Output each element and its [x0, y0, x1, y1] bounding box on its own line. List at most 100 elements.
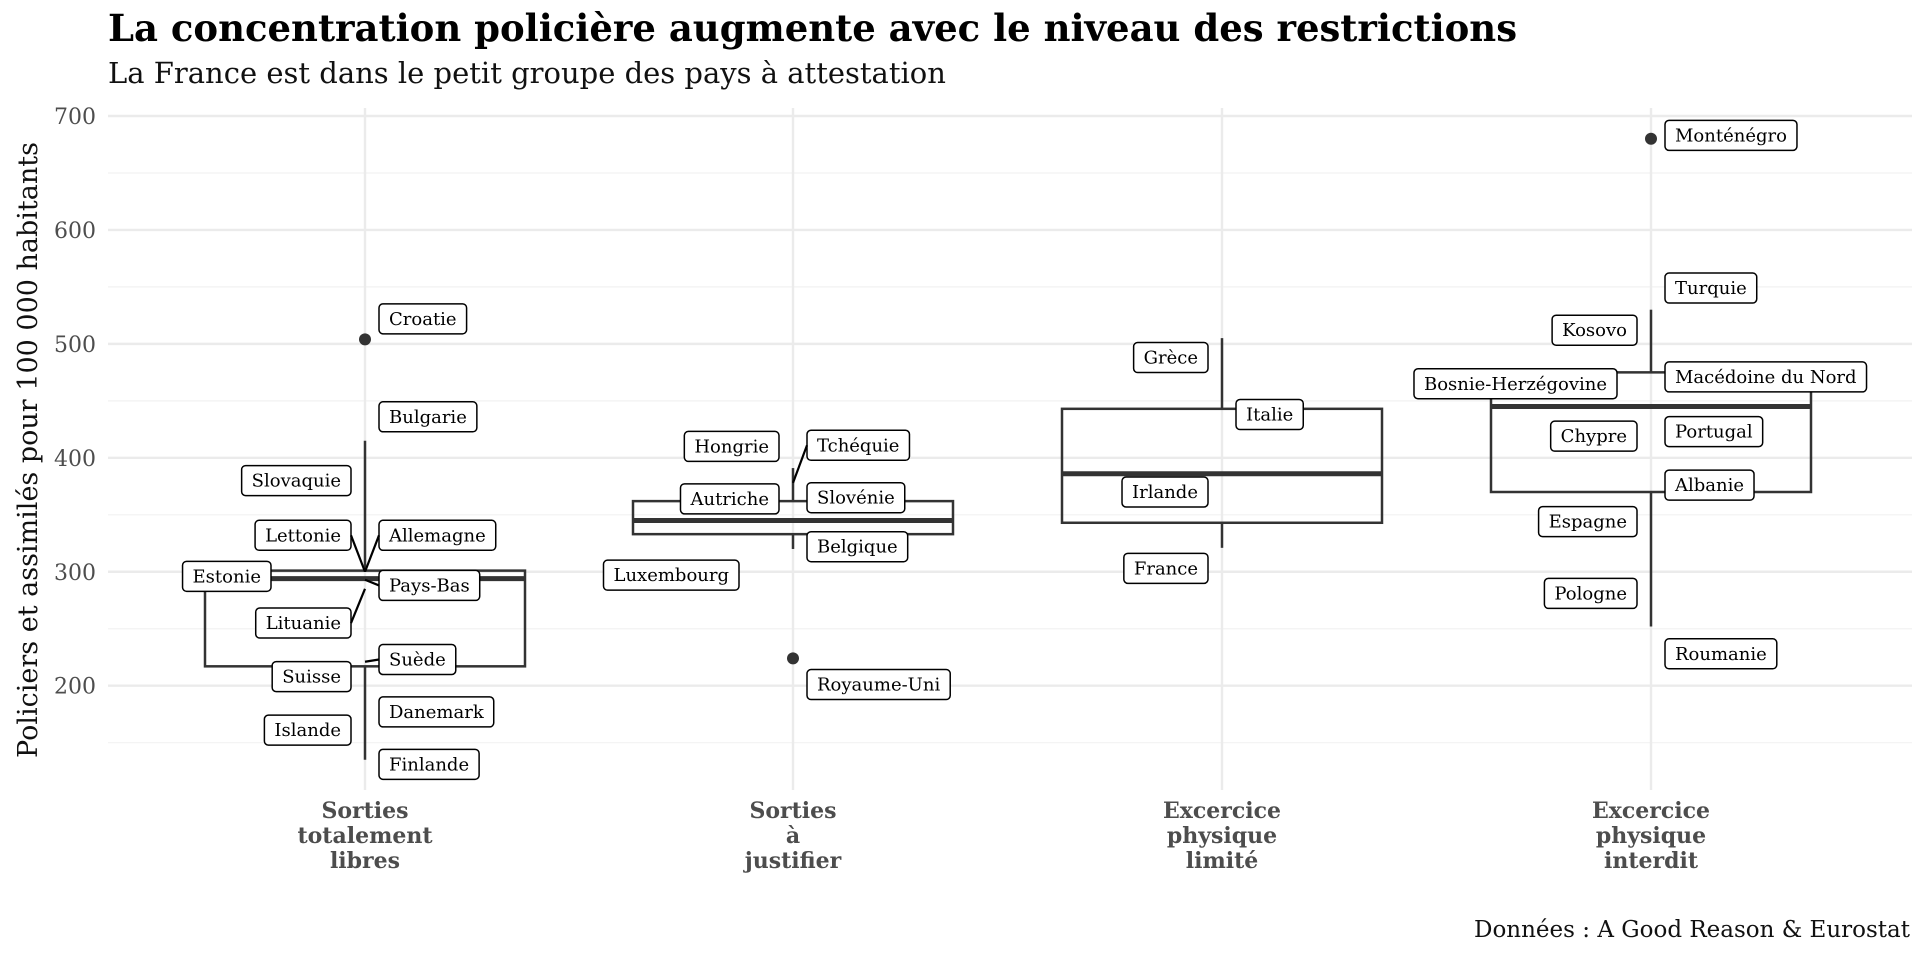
country-label-text: Chypre — [1561, 426, 1627, 447]
label-connector — [364, 658, 380, 663]
country-label: Islande — [263, 714, 352, 746]
country-label-box — [181, 560, 272, 593]
box — [1489, 371, 1813, 494]
country-label: Grèce — [1132, 341, 1209, 374]
country-label-text: France — [1134, 558, 1198, 579]
country-label: Estonie — [181, 560, 272, 593]
country-label-text: Grèce — [1144, 348, 1198, 369]
country-label-box — [271, 660, 352, 693]
country-label-box — [378, 401, 478, 433]
x-category-label: Sorties à justifier — [743, 798, 842, 874]
country-label-box — [806, 668, 951, 701]
country-label-box — [1235, 398, 1304, 431]
country-label-text: Estonie — [193, 566, 261, 587]
country-label-text: Tchéquie — [817, 435, 899, 456]
country-label: France — [1123, 552, 1209, 585]
country-label-text: Turquie — [1675, 278, 1747, 299]
country-label-text: Danemark — [389, 702, 485, 723]
country-label-box — [1664, 415, 1764, 448]
country-label-box — [263, 714, 352, 746]
country-label-box — [1132, 341, 1209, 374]
label-connector — [349, 588, 367, 624]
country-label: Allemagne — [363, 519, 497, 573]
outlier-point — [787, 652, 799, 665]
country-label: Belgique — [806, 530, 909, 563]
country-label-text: Royaume-Uni — [817, 675, 940, 696]
country-label: Irlande — [1121, 476, 1209, 508]
country-label-text: Islande — [274, 720, 341, 741]
country-label-box — [806, 481, 906, 514]
label-connector — [791, 444, 809, 484]
country-label: Finlande — [378, 748, 480, 781]
country-label-box — [1664, 361, 1868, 393]
country-label: Slovénie — [806, 481, 906, 514]
box-group — [631, 468, 955, 665]
country-label-text: Luxembourg — [614, 565, 730, 586]
country-label-text: Slovénie — [817, 488, 895, 509]
country-label: Bosnie-Herzégovine — [1413, 368, 1618, 400]
country-label-text: Autriche — [689, 489, 769, 510]
y-axis-label: Policiers et assimilés pour 100 000 habi… — [13, 142, 44, 758]
country-label-box — [679, 483, 780, 515]
country-label-box — [806, 530, 909, 563]
country-label-text: Slovaquie — [252, 471, 341, 492]
y-tick-label: 700 — [54, 105, 96, 130]
country-label: Espagne — [1537, 505, 1638, 538]
country-label-text: Pologne — [1554, 583, 1627, 604]
country-label-box — [240, 464, 352, 497]
country-label-text: Belgique — [817, 537, 898, 558]
chart-title: La concentration policière augmente avec… — [108, 6, 1518, 50]
country-label-text: Allemagne — [388, 525, 486, 546]
country-label: Roumanie — [1664, 638, 1778, 670]
country-label: Albanie — [1664, 469, 1755, 501]
chart-caption: Données : A Good Reason & Eurostat — [1474, 917, 1910, 943]
box — [631, 499, 955, 536]
country-label-box — [1537, 505, 1638, 538]
country-label-box — [1664, 638, 1778, 670]
x-category-label: Sorties totalement libres — [297, 798, 433, 874]
y-tick-label: 400 — [54, 447, 96, 472]
country-label-box — [378, 303, 468, 335]
country-label-text: Monténégro — [1675, 125, 1787, 146]
country-label: Macédoine du Nord — [1664, 361, 1868, 393]
country-label-text: Albanie — [1674, 475, 1744, 496]
y-tick-label: 300 — [54, 561, 96, 586]
country-label: Portugal — [1664, 415, 1764, 448]
country-label-text: Bosnie-Herzégovine — [1424, 374, 1607, 395]
country-label-box — [1664, 272, 1758, 304]
country-label-text: Macédoine du Nord — [1675, 367, 1857, 388]
country-label-text: Irlande — [1132, 482, 1198, 503]
country-label: Pologne — [1543, 577, 1638, 610]
country-label: Monténégro — [1664, 119, 1798, 152]
country-label-text: Lettonie — [265, 525, 341, 546]
country-label: Lituanie — [254, 588, 367, 639]
country-label: Royaume-Uni — [806, 668, 951, 701]
country-label-box — [1413, 368, 1618, 400]
country-label-text: Finlande — [389, 754, 469, 775]
country-label-box — [1549, 420, 1638, 452]
country-label-box — [1664, 469, 1755, 501]
country-label: Hongrie — [683, 430, 780, 463]
country-label-box — [378, 748, 480, 781]
country-label-text: Pays-Bas — [389, 575, 470, 596]
country-label-text: Italie — [1246, 405, 1293, 426]
country-label-box — [602, 559, 740, 591]
outlier-point — [1645, 132, 1657, 145]
country-label: Chypre — [1549, 420, 1638, 452]
box-group — [1489, 132, 1813, 627]
y-tick-label: 600 — [54, 219, 96, 244]
outlier-point — [359, 333, 371, 346]
country-label-text: Roumanie — [1675, 644, 1767, 665]
label-connector — [364, 578, 380, 587]
label-connector — [349, 534, 367, 573]
country-label: Kosovo — [1551, 314, 1638, 346]
country-label-box — [1121, 476, 1209, 508]
country-label-box — [1543, 577, 1638, 610]
chart-subtitle: La France est dans le petit groupe des p… — [108, 56, 946, 90]
box — [1060, 407, 1384, 525]
country-label-text: Lituanie — [266, 613, 341, 634]
y-tick-label: 200 — [54, 675, 96, 700]
country-label: Lettonie — [254, 519, 367, 573]
label-connector — [363, 534, 381, 573]
